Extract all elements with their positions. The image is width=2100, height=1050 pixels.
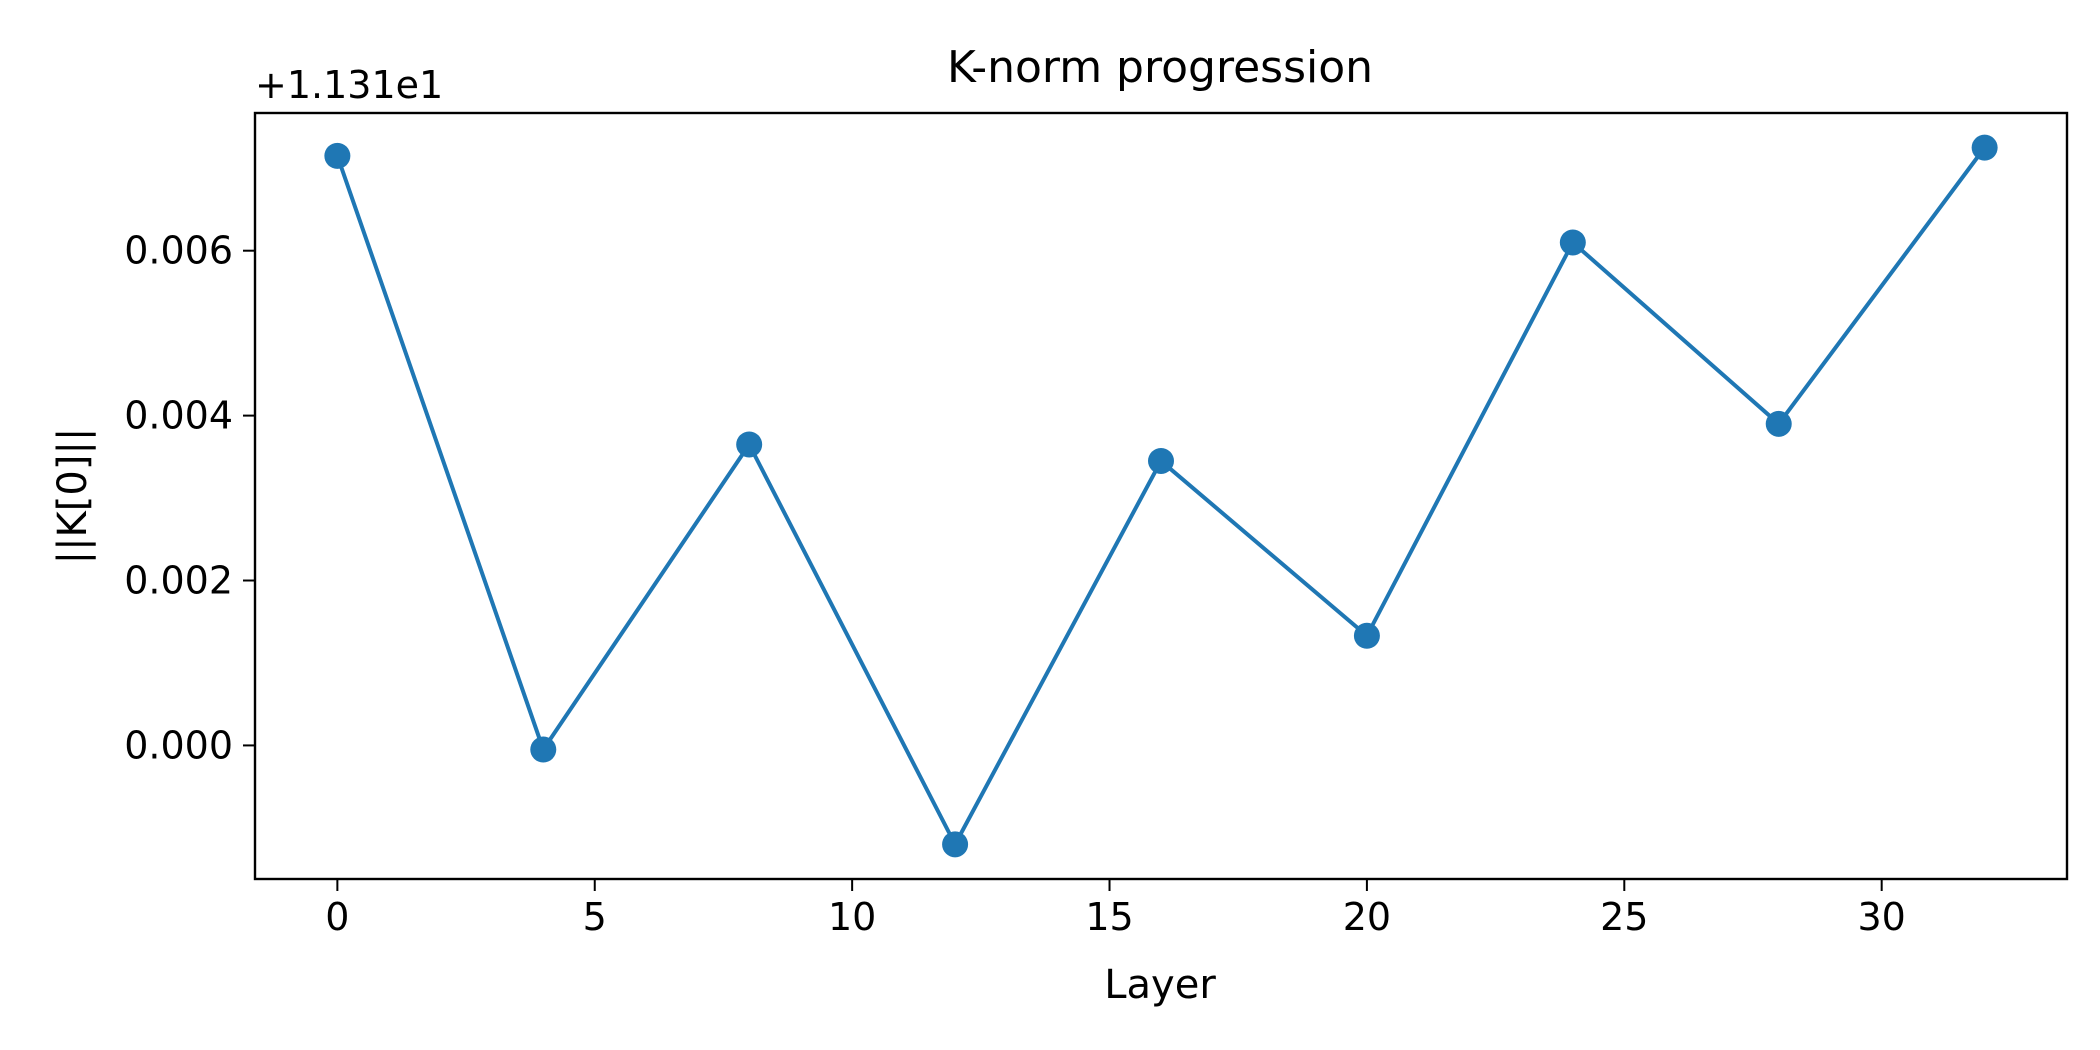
data-point (1148, 447, 1174, 474)
x-axis-ticks: 0 5 10 15 20 25 30 (325, 879, 1906, 939)
y-tick-label: 0.006 (124, 229, 233, 273)
y-axis-ticks: 0.000 0.002 0.004 0.006 (124, 229, 255, 767)
y-axis-label: ||K[0]|| (50, 428, 96, 565)
x-tick-label: 0 (325, 895, 349, 939)
data-point (1353, 622, 1380, 649)
x-tick-label: 10 (828, 895, 876, 939)
x-axis-label: Layer (1104, 962, 1216, 1008)
data-point (942, 831, 969, 858)
chart-title: K-norm progression (947, 42, 1373, 93)
x-tick-label: 20 (1343, 895, 1391, 939)
data-point (1765, 410, 1792, 437)
y-tick-label: 0.004 (124, 394, 233, 438)
x-tick-label: 5 (583, 895, 607, 939)
y-tick-label: 0.002 (124, 559, 233, 603)
y-tick-label: 0.000 (124, 723, 233, 767)
data-point (324, 142, 351, 169)
data-point (1559, 229, 1586, 256)
data-point (530, 736, 557, 763)
plot-frame (253, 111, 2069, 881)
data-point (736, 431, 763, 458)
series-layer (324, 134, 1998, 858)
y-offset-label: +1.131e1 (255, 63, 443, 107)
x-tick-label: 25 (1600, 895, 1648, 939)
x-tick-label: 30 (1858, 895, 1906, 939)
data-point (1971, 134, 1998, 161)
x-tick-label: 15 (1085, 895, 1133, 939)
